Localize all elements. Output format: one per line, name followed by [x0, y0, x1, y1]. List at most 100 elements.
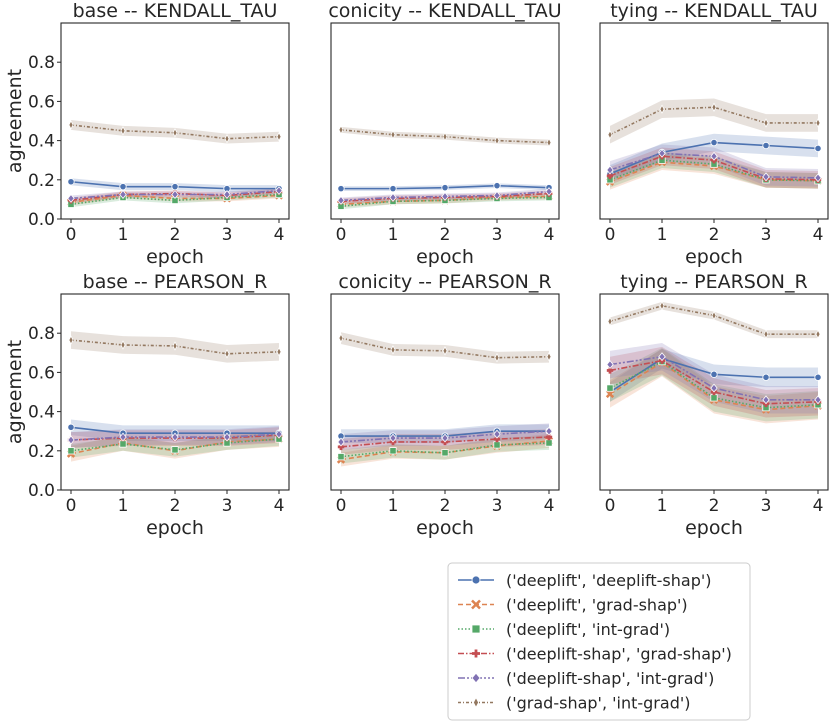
- data-point: [275, 429, 283, 439]
- data-point: [814, 173, 822, 183]
- data-point: [171, 432, 179, 442]
- data-point: [710, 370, 718, 378]
- data-point: [606, 384, 614, 392]
- data-point: [658, 148, 666, 158]
- legend-label: ('deeplift', 'deeplift-shap'): [506, 571, 712, 590]
- legend-box: [447, 562, 751, 721]
- data-point: [494, 353, 500, 363]
- legend-marker: [471, 624, 481, 634]
- legend: ('deeplift', 'deeplift-shap') ('deeplift'…: [447, 562, 751, 721]
- data-point: [389, 192, 397, 202]
- data-point: [67, 447, 75, 455]
- x-tick-label: 4: [813, 496, 824, 516]
- legend-label: ('deeplift-shap', 'int-grad'): [506, 669, 714, 688]
- data-point: [442, 346, 448, 356]
- data-point: [68, 120, 74, 130]
- data-point: [814, 395, 822, 405]
- panel-title: tying -- KENDALL_TAU: [610, 0, 818, 22]
- data-point: [546, 137, 552, 148]
- data-point: [658, 352, 666, 362]
- panel-title: conicity -- KENDALL_TAU: [328, 0, 561, 22]
- x-tick-label: 4: [813, 225, 824, 245]
- data-point: [337, 453, 345, 461]
- x-tick-label: 2: [440, 225, 451, 245]
- data-point: [607, 130, 613, 140]
- x-tick-label: 2: [170, 225, 181, 245]
- legend-marker: [471, 599, 481, 610]
- x-tick-label: 0: [605, 496, 616, 516]
- x-tick-label: 0: [336, 225, 347, 245]
- data-point: [172, 128, 178, 138]
- data-point: [275, 186, 283, 196]
- x-tick-label: 1: [118, 225, 129, 245]
- x-tick-label: 2: [709, 225, 720, 245]
- data-point: [493, 441, 501, 449]
- data-point: [441, 191, 449, 201]
- data-point: [711, 310, 717, 321]
- data-point: [224, 349, 230, 359]
- data-point: [545, 187, 553, 197]
- data-point: [441, 449, 449, 457]
- legend-label: ('grad-shap', 'int-grad'): [506, 694, 690, 713]
- x-tick-label: 2: [440, 496, 451, 516]
- data-point: [710, 383, 718, 393]
- data-point: [762, 141, 770, 150]
- legend-marker: [472, 649, 480, 658]
- x-tick-label: 0: [66, 225, 77, 245]
- panel-5: conicity -- PEARSON_R 0 1 2 3 4 epoch: [330, 271, 560, 539]
- data-point: [762, 395, 770, 405]
- data-point: [119, 440, 127, 448]
- x-tick-label: 3: [492, 496, 503, 516]
- legend-item: ('grad-shap', 'int-grad'): [458, 694, 690, 713]
- legend-label: ('deeplift', 'int-grad'): [506, 620, 670, 639]
- axes-frame: [60, 293, 290, 491]
- data-point: [546, 352, 552, 362]
- data-point: [762, 172, 770, 182]
- data-point: [337, 437, 345, 447]
- y-tick-label: 0.4: [28, 403, 55, 423]
- x-tick-label: 3: [222, 496, 233, 516]
- legend-marker: [471, 672, 481, 684]
- panel-2: conicity -- KENDALL_TAU 0 1 2 3 4 epoch: [328, 0, 561, 268]
- data-point: [171, 190, 179, 199]
- y-tick-label: 0.0: [28, 481, 55, 501]
- legend-item: ('deeplift', 'deeplift-shap'): [458, 571, 712, 590]
- series-line: [609, 159, 819, 182]
- y-tick-label: 0.4: [28, 132, 55, 152]
- y-tick-label: 0.6: [28, 92, 55, 112]
- data-point: [119, 432, 127, 442]
- data-point: [442, 132, 448, 142]
- y-tick-label: 0.8: [28, 324, 55, 344]
- x-axis-label: epoch: [685, 517, 743, 539]
- data-point: [815, 329, 821, 339]
- data-point: [710, 138, 718, 147]
- y-axis-label: agreement: [4, 340, 26, 444]
- panel-4: base -- PEARSON_R 0 1 2 3 4 epoch 0.0 0.2 0.4 0.6 0…: [4, 271, 290, 539]
- legend-item: ('deeplift', 'int-grad'): [458, 620, 670, 639]
- x-tick-label: 2: [709, 496, 720, 516]
- data-point: [659, 301, 665, 311]
- panel-1: base -- KENDALL_TAU 0 1 2 3 4 epoch 0.0 0.2 0.4 0.…: [4, 0, 290, 268]
- x-tick-label: 1: [657, 496, 668, 516]
- x-axis-label: epoch: [416, 246, 474, 268]
- data-point: [389, 433, 397, 443]
- data-point: [224, 133, 230, 144]
- data-point: [223, 432, 231, 442]
- y-tick-label: 0.2: [28, 442, 55, 462]
- x-tick-label: 2: [170, 496, 181, 516]
- data-point: [545, 439, 553, 447]
- x-tick-label: 1: [388, 225, 399, 245]
- series-line: [609, 359, 819, 405]
- y-tick-label: 0.0: [28, 210, 55, 230]
- data-point: [814, 373, 822, 381]
- data-point: [494, 135, 500, 146]
- y-tick-label: 0.2: [28, 171, 55, 191]
- data-point: [390, 130, 396, 140]
- panel-title: tying -- PEARSON_R: [620, 271, 807, 293]
- data-point: [710, 394, 718, 402]
- data-point: [67, 435, 75, 445]
- x-tick-label: 4: [544, 225, 555, 245]
- data-point: [545, 426, 553, 436]
- data-point: [493, 182, 501, 190]
